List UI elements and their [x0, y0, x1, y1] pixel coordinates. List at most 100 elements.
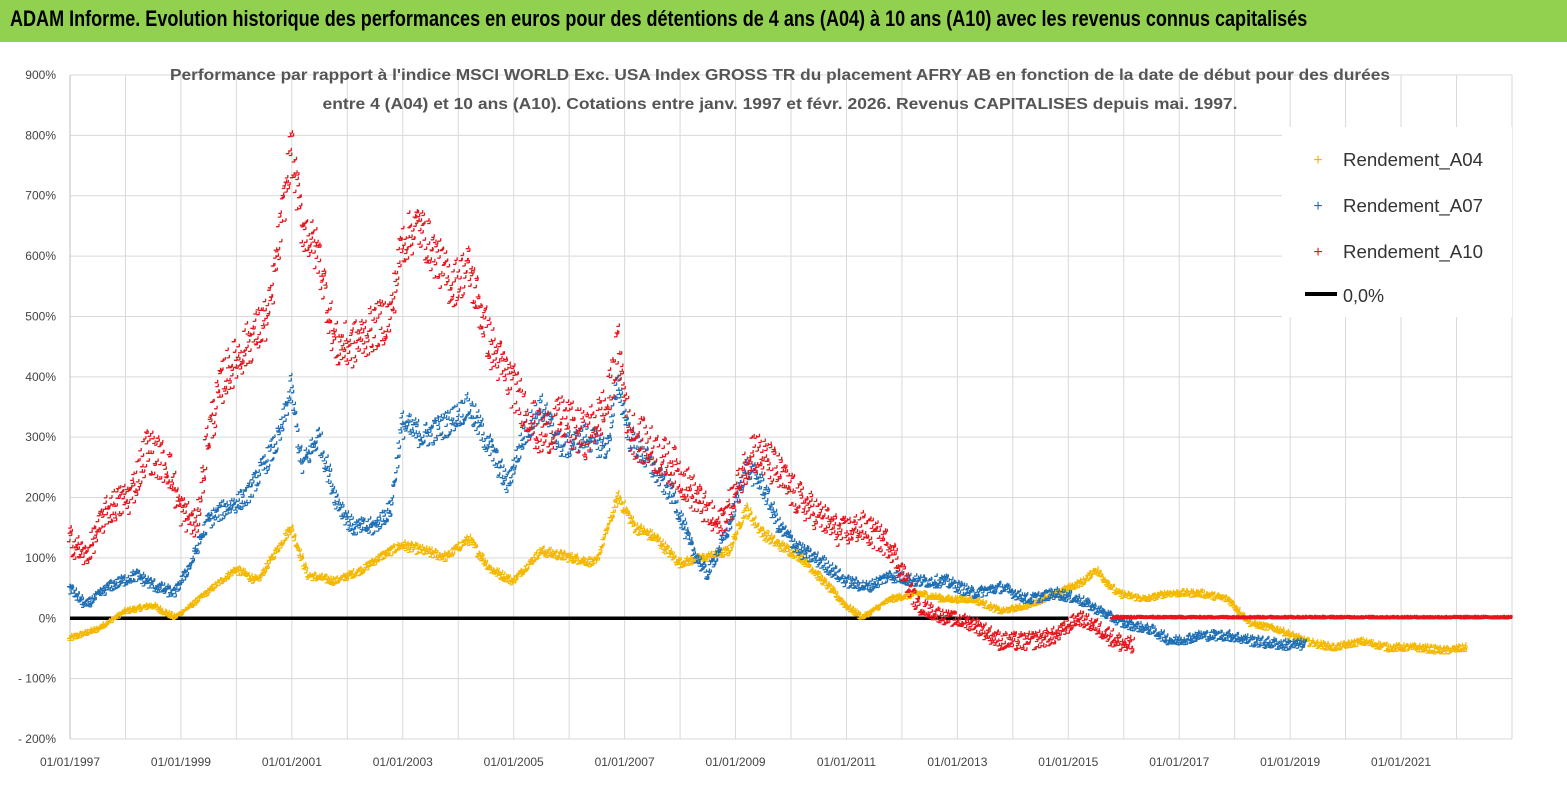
data-point: [812, 569, 817, 574]
data-point: [283, 530, 287, 535]
data-point: [548, 546, 552, 551]
data-point: [647, 528, 651, 532]
data-point: [752, 521, 757, 526]
data-point: [631, 520, 635, 524]
data-point: [507, 574, 511, 578]
data-point: [1236, 606, 1241, 611]
data-point: [1330, 642, 1335, 647]
data-point: [614, 499, 618, 503]
y-tick-label: 800%: [25, 128, 56, 142]
data-point: [1229, 599, 1234, 604]
data-point: [779, 540, 784, 545]
data-point: [817, 571, 821, 575]
data-point: [1111, 584, 1116, 588]
y-axis: 900%800%700%600%500%400%300%200%100%0%- …: [18, 68, 56, 746]
data-point: [358, 567, 363, 571]
data-point: [815, 570, 820, 574]
data-point: [525, 566, 530, 570]
data-point: [807, 563, 812, 568]
data-point: [1082, 579, 1087, 584]
data-point: [479, 552, 484, 557]
data-point: [455, 541, 460, 546]
data-point: [857, 611, 862, 616]
data-point: [626, 512, 631, 516]
x-tick-label: 01/01/2007: [595, 755, 655, 769]
x-tick-label: 01/01/2001: [262, 755, 322, 769]
data-point: [304, 566, 309, 571]
data-point: [433, 548, 437, 552]
data-point: [598, 550, 603, 554]
data-point: [753, 515, 757, 520]
x-tick-label: 01/01/1999: [151, 755, 211, 769]
data-point: [601, 542, 605, 547]
data-point: [229, 572, 234, 577]
data-point: [614, 504, 619, 508]
data-point: [434, 550, 439, 554]
data-point: [611, 514, 615, 519]
report-title: ADAM Informe. Evolution historique des p…: [10, 6, 1308, 31]
data-point: [1106, 582, 1111, 587]
data-point: [403, 547, 408, 552]
data-point: [365, 566, 370, 571]
data-point: [609, 518, 614, 522]
data-point: [444, 558, 448, 563]
data-point: [744, 504, 749, 509]
y-tick-label: 600%: [25, 249, 56, 263]
data-point: [755, 522, 760, 527]
y-tick-label: 400%: [25, 370, 56, 384]
data-point: [671, 551, 675, 556]
data-point: [467, 533, 472, 538]
data-point: [1247, 619, 1252, 623]
data-point: [814, 574, 819, 579]
data-point: [1197, 593, 1201, 597]
data-point: [604, 530, 609, 535]
y-tick-label: - 200%: [18, 732, 56, 746]
data-point: [729, 547, 733, 552]
data-point: [441, 550, 446, 555]
data-point: [1102, 576, 1106, 581]
data-point: [580, 555, 585, 560]
data-point: [1286, 630, 1291, 635]
data-point: [1095, 566, 1099, 570]
data-point: [266, 565, 270, 570]
data-point: [1341, 640, 1346, 645]
data-point: [655, 534, 660, 539]
x-tick-label: 01/01/2017: [1149, 755, 1209, 769]
data-point: [993, 604, 998, 608]
data-point: [936, 592, 941, 597]
data-point: [429, 546, 433, 551]
data-point: [649, 529, 653, 533]
data-point: [660, 538, 664, 543]
data-point: [405, 541, 409, 545]
data-point: [414, 542, 419, 547]
data-point: [638, 524, 643, 528]
data-point: [553, 549, 558, 553]
data-point: [480, 553, 485, 558]
data-point: [689, 556, 693, 561]
y-tick-label: 700%: [25, 189, 56, 203]
y-tick-label: 100%: [25, 551, 56, 565]
data-point: [464, 534, 468, 538]
data-point: [558, 549, 563, 554]
x-tick-label: 01/01/2019: [1260, 755, 1320, 769]
data-point: [372, 557, 377, 562]
data-point: [154, 603, 159, 608]
data-point: [312, 571, 317, 576]
data-point: [166, 609, 170, 614]
data-point: [274, 546, 279, 550]
data-point: [1280, 626, 1285, 631]
data-point: [634, 522, 639, 526]
y-tick-label: 200%: [25, 491, 56, 505]
data-point: [257, 578, 262, 582]
data-point: [1223, 594, 1228, 598]
data-point: [823, 579, 828, 583]
data-point: [84, 628, 89, 633]
data-point: [446, 550, 451, 555]
data-point: [760, 527, 765, 532]
data-point: [819, 575, 824, 579]
data-point: [157, 605, 162, 609]
data-points: [67, 130, 1513, 655]
data-point: [474, 544, 479, 548]
data-point: [292, 533, 297, 538]
data-point: [1377, 641, 1382, 645]
